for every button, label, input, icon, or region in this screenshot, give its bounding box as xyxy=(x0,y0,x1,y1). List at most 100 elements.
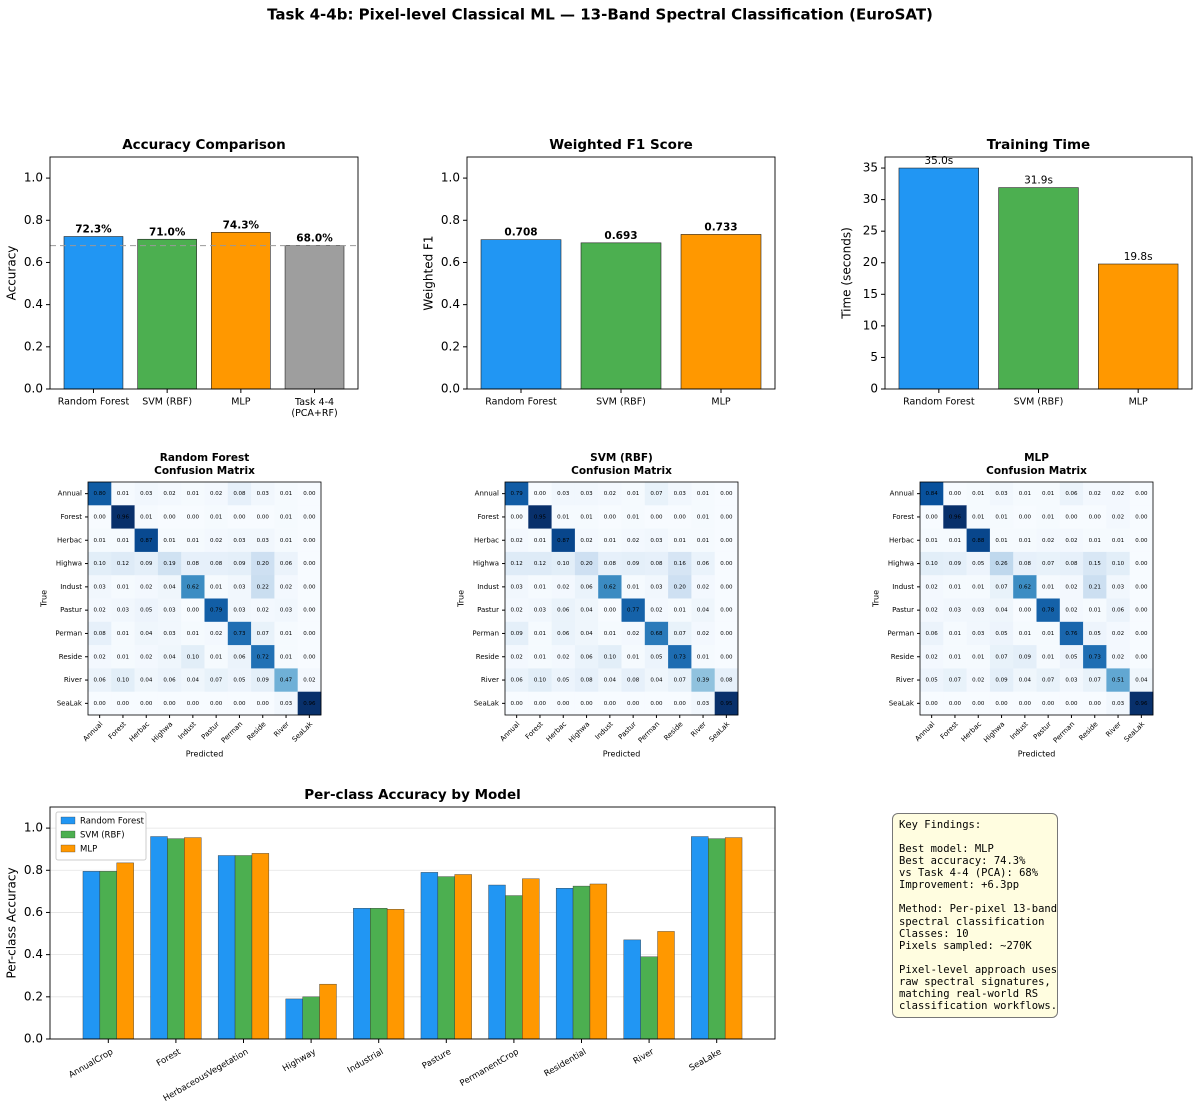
value-label: 74.3% xyxy=(223,219,260,231)
heatmap-cell xyxy=(551,505,576,529)
heatmap-cell xyxy=(181,668,205,692)
x-tick-label: Random Forest xyxy=(58,397,130,408)
cell-label: 0.01 xyxy=(674,538,686,544)
bar xyxy=(284,245,345,390)
x-tick-label: Indust xyxy=(1009,720,1030,741)
cell-label: 0.00 xyxy=(926,701,939,707)
heatmap-cell xyxy=(1036,691,1061,716)
heatmap-cell xyxy=(966,598,991,623)
heatmap-cell xyxy=(251,575,275,599)
y-tick-label: 0 xyxy=(870,382,878,396)
y-tick-label: 1.0 xyxy=(24,821,43,835)
cell-label: 0.03 xyxy=(280,608,293,614)
heatmap-cell xyxy=(204,551,229,576)
cell-label: 0.01 xyxy=(534,631,546,637)
heatmap-cell xyxy=(227,691,252,716)
x-tick-label: SVM (RBF) xyxy=(596,397,646,408)
x-tick-label: MLP xyxy=(711,397,730,408)
heatmap-cell xyxy=(251,645,275,669)
heatmap-cell xyxy=(574,691,599,716)
cell-label: 0.01 xyxy=(280,631,292,637)
heatmap-cell xyxy=(1013,505,1037,529)
findings-line: vs Task 4-4 (PCA): 68% xyxy=(899,867,1039,880)
cell-label: 0.08 xyxy=(210,561,223,567)
heatmap-cell xyxy=(1059,482,1084,506)
heatmap-cell xyxy=(227,598,252,623)
cell-label: 0.00 xyxy=(1089,701,1102,707)
heatmap-cell xyxy=(204,528,229,553)
heatmap-cell xyxy=(621,598,646,623)
cell-label: 0.02 xyxy=(280,584,292,590)
cell-label: 0.08 xyxy=(720,678,733,684)
heatmap-cell xyxy=(204,621,229,646)
cell-label: 0.01 xyxy=(949,538,961,544)
cell-label: 0.02 xyxy=(140,584,152,590)
cell-label: 0.96 xyxy=(949,514,962,520)
cell-label: 0.00 xyxy=(1135,514,1148,520)
cell-label: 0.19 xyxy=(163,561,176,567)
cell-label: 0.08 xyxy=(1019,561,1032,567)
heatmap-cell xyxy=(574,645,599,669)
figure-title: Task 4-4b: Pixel-level Classical ML — 13… xyxy=(267,6,933,24)
x-tick-label: River xyxy=(632,1047,657,1067)
heatmap-cell xyxy=(1129,575,1154,599)
heatmap-cell xyxy=(88,691,112,716)
cell-label: 0.09 xyxy=(627,561,640,567)
cell-label: 0.00 xyxy=(257,514,270,520)
heatmap-cell xyxy=(920,621,944,646)
heatmap-cell xyxy=(644,645,669,669)
cell-label: 0.03 xyxy=(257,538,270,544)
x-tick-label: Pastur xyxy=(200,720,221,741)
heatmap-cell xyxy=(668,551,692,576)
x-axis-label: Predicted xyxy=(186,750,224,759)
heatmap-cell xyxy=(920,575,944,599)
heatmap-cell xyxy=(989,575,1014,599)
chart-title: Weighted F1 Score xyxy=(549,137,693,153)
heatmap-cell xyxy=(297,482,322,506)
cell-label: 0.12 xyxy=(534,561,546,567)
heatmap-cell xyxy=(528,598,552,623)
heatmap-cell xyxy=(621,691,646,716)
cell-label: 0.00 xyxy=(534,701,547,707)
y-tick-label: River xyxy=(481,676,499,684)
heatmap-cell xyxy=(528,668,552,692)
cell-label: 0.00 xyxy=(233,701,246,707)
cell-label: 0.00 xyxy=(995,701,1008,707)
heatmap-cell xyxy=(227,621,252,646)
cell-label: 0.00 xyxy=(720,514,733,520)
cell-label: 0.00 xyxy=(163,514,176,520)
findings-line: classification workflows. xyxy=(899,1000,1058,1013)
cell-label: 0.01 xyxy=(995,514,1007,520)
chart-title: MLP xyxy=(1024,452,1049,464)
cell-label: 0.04 xyxy=(604,678,617,684)
cell-label: 0.04 xyxy=(1135,678,1148,684)
heatmap-cell xyxy=(644,691,669,716)
cell-label: 0.02 xyxy=(1065,584,1077,590)
y-tick-label: 0.4 xyxy=(24,947,43,961)
heatmap-cell xyxy=(598,668,622,692)
cell-label: 0.47 xyxy=(280,678,293,684)
heatmap-cell xyxy=(668,691,692,716)
findings-line: spectral classification xyxy=(899,915,1045,928)
cell-label: 0.10 xyxy=(94,561,107,567)
x-tick-label: AnnualCrop xyxy=(67,1047,115,1080)
cell-label: 0.96 xyxy=(303,701,316,707)
heatmap-cell xyxy=(1129,621,1154,646)
cell-label: 0.00 xyxy=(1135,561,1148,567)
cell-label: 0.00 xyxy=(720,561,733,567)
heatmap-cell xyxy=(297,691,322,716)
cell-label: 0.68 xyxy=(650,631,663,637)
bar xyxy=(488,884,506,1040)
heatmap-cell xyxy=(181,598,205,623)
heatmap-cell xyxy=(111,575,135,599)
heatmap-cell xyxy=(157,691,182,716)
findings-line: Key Findings: xyxy=(899,819,982,831)
y-tick-label: River xyxy=(64,676,82,684)
heatmap-cell xyxy=(297,598,322,623)
cell-label: 0.01 xyxy=(117,654,129,660)
cell-label: 0.01 xyxy=(280,514,292,520)
y-tick-label: Forest xyxy=(893,513,915,521)
cell-label: 0.07 xyxy=(1042,561,1055,567)
heatmap-cell xyxy=(274,505,298,529)
cell-label: 0.01 xyxy=(117,584,129,590)
